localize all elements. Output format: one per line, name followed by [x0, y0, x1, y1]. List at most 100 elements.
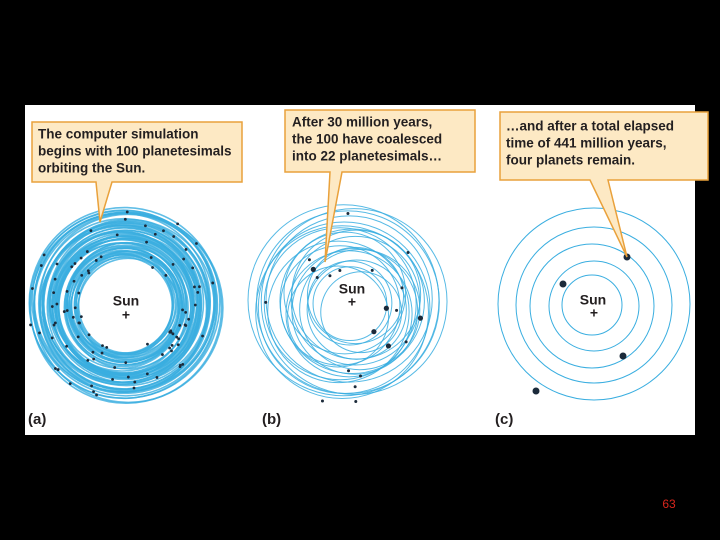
callout-box [284, 109, 476, 263]
orbit [56, 237, 194, 376]
planetesimal [52, 323, 56, 327]
planetesimal [187, 317, 191, 321]
planetesimal [38, 331, 41, 335]
planetesimal [86, 358, 90, 362]
planetesimal [133, 380, 137, 384]
planetesimal [31, 287, 34, 290]
sun-marker: + [590, 305, 598, 321]
orbit [42, 219, 210, 387]
planetesimal [123, 217, 127, 221]
planetesimal [29, 323, 32, 327]
planetesimal [87, 333, 91, 337]
planetesimal [132, 386, 136, 390]
planetesimal [55, 262, 59, 266]
orbit [283, 231, 407, 355]
page-number: 63 [662, 497, 676, 511]
planetesimal [371, 329, 377, 335]
planetesimal [146, 342, 149, 346]
planetesimal [73, 306, 77, 310]
planetesimal [400, 286, 404, 290]
orbit [287, 265, 390, 368]
planetesimal [370, 268, 374, 272]
orbit [561, 274, 623, 336]
planetesimal [176, 343, 180, 347]
planetesimal [53, 277, 57, 281]
sun-marker: + [122, 307, 130, 323]
planetesimal [85, 250, 89, 253]
orbits [28, 204, 691, 404]
planetesimal [177, 337, 181, 341]
planetesimal [182, 257, 186, 261]
planetesimal [77, 291, 81, 295]
planetesimal [42, 253, 46, 257]
planetesimal [53, 321, 57, 325]
planetesimal [79, 256, 83, 260]
planetesimal [145, 240, 148, 244]
planetesimal [315, 276, 319, 280]
planetesimal [99, 255, 103, 259]
planet [532, 387, 540, 395]
planetesimal [198, 285, 201, 289]
orbit [263, 227, 417, 381]
orbit [497, 207, 691, 401]
planetesimal [55, 302, 59, 306]
panel-label: (b) [262, 411, 281, 428]
panel-label: (c) [495, 411, 513, 428]
planetesimal [70, 265, 74, 269]
planetesimal [170, 349, 173, 353]
caption-line: four planets remain. [506, 153, 635, 168]
planetesimal [52, 291, 56, 295]
orbit [73, 251, 183, 361]
orbit [260, 208, 448, 395]
planetesimal [86, 269, 90, 273]
orbit [41, 218, 215, 392]
caption-line: After 30 million years, [292, 115, 432, 130]
planetesimal [196, 290, 200, 294]
orbit [77, 255, 177, 354]
caption-line: …and after a total elapsed [506, 119, 674, 134]
orbit [255, 225, 429, 400]
sun-label: Sun [113, 293, 139, 309]
planetesimal [358, 374, 362, 378]
callout-box [499, 111, 709, 258]
orbit [267, 240, 410, 384]
planetesimal [191, 266, 195, 270]
callout-box [31, 121, 243, 223]
planetesimal [72, 279, 76, 283]
planetesimal [73, 262, 77, 265]
planetesimal [111, 378, 114, 381]
orbit [548, 260, 640, 352]
orbit [291, 248, 419, 375]
planetesimal [89, 229, 93, 233]
planetesimal [91, 350, 95, 354]
planetesimal [100, 351, 104, 355]
planetesimal [172, 235, 176, 238]
planetesimal [338, 269, 342, 273]
planetesimal [149, 256, 153, 259]
planetesimal [87, 271, 91, 275]
planetesimal [80, 273, 84, 277]
planetesimal [171, 332, 175, 336]
orbit [299, 248, 421, 371]
planetesimal [76, 335, 80, 339]
planetesimal [68, 382, 72, 386]
planetesimal [181, 308, 184, 312]
planetesimal [153, 232, 157, 236]
planetesimal [193, 303, 197, 307]
planetesimal [79, 315, 83, 319]
planetesimal [320, 399, 324, 403]
planetesimal [39, 264, 43, 267]
planetesimal [56, 368, 60, 371]
orbit [68, 249, 175, 356]
planetesimal [54, 367, 57, 370]
planetesimal [353, 385, 357, 389]
planetesimal [346, 212, 350, 216]
planetesimal [183, 323, 187, 327]
planetesimal [195, 242, 198, 245]
planetesimal [115, 233, 119, 237]
orbit [529, 243, 655, 369]
caption-line: time of 441 million years, [506, 136, 667, 151]
planetesimal [62, 310, 66, 313]
planetesimal [171, 262, 175, 266]
planetesimal [170, 343, 174, 347]
